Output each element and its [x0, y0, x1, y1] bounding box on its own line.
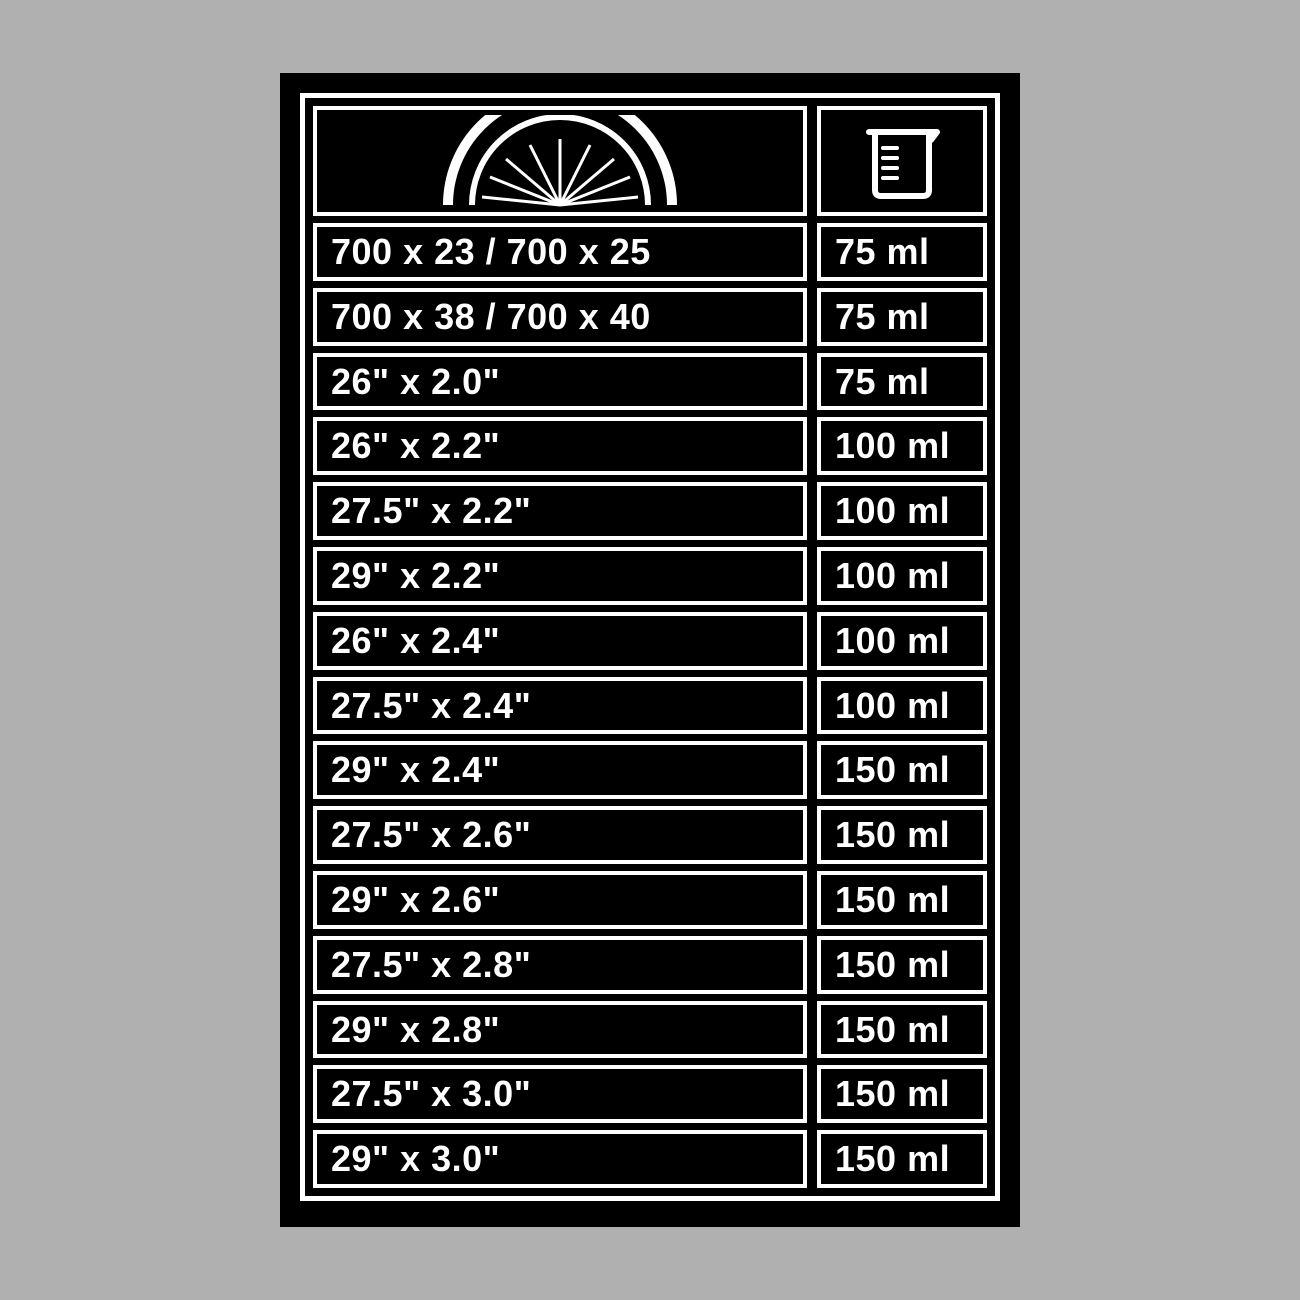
- chart-grid: 700 x 23 / 700 x 25 75 ml 700 x 38 / 700…: [313, 106, 987, 1188]
- volume-cell: 75 ml: [817, 288, 987, 346]
- tire-size-cell: 700 x 23 / 700 x 25: [313, 223, 807, 281]
- volume-cell: 100 ml: [817, 547, 987, 605]
- volume-cell: 150 ml: [817, 1001, 987, 1059]
- chart-outer-border: 700 x 23 / 700 x 25 75 ml 700 x 38 / 700…: [300, 93, 1000, 1201]
- tire-size-cell: 27.5" x 3.0": [313, 1065, 807, 1123]
- tire-size-cell: 26" x 2.0": [313, 353, 807, 411]
- beaker-icon: [859, 118, 945, 204]
- volume-cell: 150 ml: [817, 806, 987, 864]
- tire-size-header: [313, 106, 807, 216]
- volume-cell: 100 ml: [817, 677, 987, 735]
- volume-cell: 100 ml: [817, 417, 987, 475]
- tire-size-cell: 27.5" x 2.8": [313, 936, 807, 994]
- tire-size-cell: 29" x 2.2": [313, 547, 807, 605]
- volume-cell: 75 ml: [817, 223, 987, 281]
- volume-cell: 150 ml: [817, 1065, 987, 1123]
- tire-size-cell: 29" x 2.6": [313, 871, 807, 929]
- volume-cell: 100 ml: [817, 482, 987, 540]
- volume-cell: 100 ml: [817, 612, 987, 670]
- tire-size-cell: 29" x 2.4": [313, 741, 807, 799]
- tire-size-cell: 26" x 2.4": [313, 612, 807, 670]
- volume-cell: 150 ml: [817, 741, 987, 799]
- volume-cell: 150 ml: [817, 871, 987, 929]
- tire-icon: [430, 115, 690, 207]
- tire-size-cell: 700 x 38 / 700 x 40: [313, 288, 807, 346]
- tire-size-cell: 26" x 2.2": [313, 417, 807, 475]
- sealant-chart-panel: 700 x 23 / 700 x 25 75 ml 700 x 38 / 700…: [280, 73, 1020, 1227]
- tire-size-cell: 29" x 2.8": [313, 1001, 807, 1059]
- volume-cell: 75 ml: [817, 353, 987, 411]
- volume-cell: 150 ml: [817, 1130, 987, 1188]
- tire-size-cell: 29" x 3.0": [313, 1130, 807, 1188]
- volume-header: [817, 106, 987, 216]
- tire-size-cell: 27.5" x 2.6": [313, 806, 807, 864]
- tire-size-cell: 27.5" x 2.2": [313, 482, 807, 540]
- volume-cell: 150 ml: [817, 936, 987, 994]
- tire-size-cell: 27.5" x 2.4": [313, 677, 807, 735]
